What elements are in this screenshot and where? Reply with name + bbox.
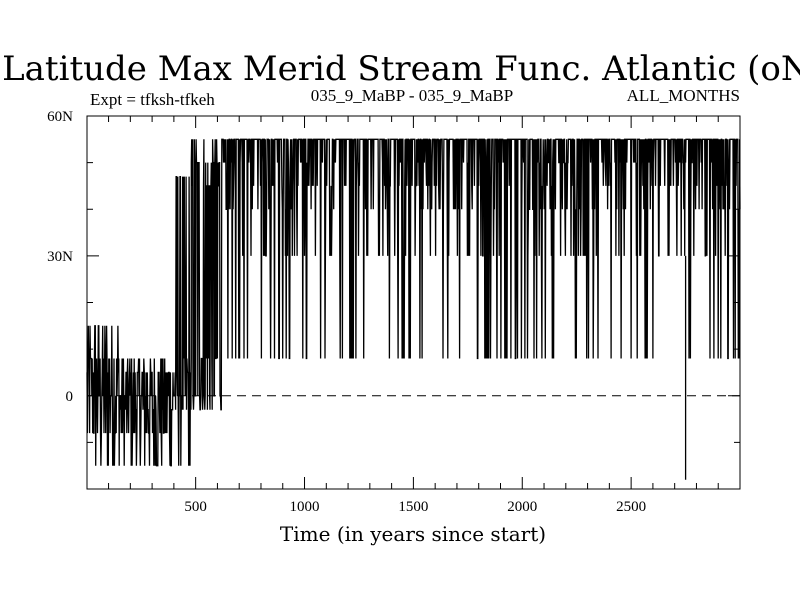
y-tick-label: 0 — [66, 389, 74, 405]
plot-frame — [86, 115, 741, 490]
x-tick-label: 1500 — [398, 499, 428, 515]
y-tick-label: 30N — [47, 249, 73, 265]
chart-subtitle-left: Expt = tfksh-tfkeh — [90, 90, 215, 109]
y-tick-label: 60N — [47, 109, 73, 125]
chart-subtitle-center: 035_9_MaBP - 035_9_MaBP — [311, 86, 513, 105]
axis-ticks-layer — [87, 115, 740, 489]
x-tick-label: 1000 — [290, 499, 320, 515]
x-tick-label: 2500 — [616, 499, 646, 515]
series-line — [86, 138, 741, 480]
tick-labels-layer: 500 1000 1500 2000 2500 0 30N 60N — [47, 109, 646, 515]
series-layer — [86, 138, 741, 480]
chart-subtitle-right: ALL_MONTHS — [627, 86, 740, 105]
x-axis-label: Time (in years since start) — [280, 522, 546, 546]
x-tick-label: 2000 — [507, 499, 537, 515]
x-tick-label: 500 — [184, 499, 207, 515]
chart-title: Latitude Max Merid Stream Func. Atlantic… — [2, 49, 800, 89]
